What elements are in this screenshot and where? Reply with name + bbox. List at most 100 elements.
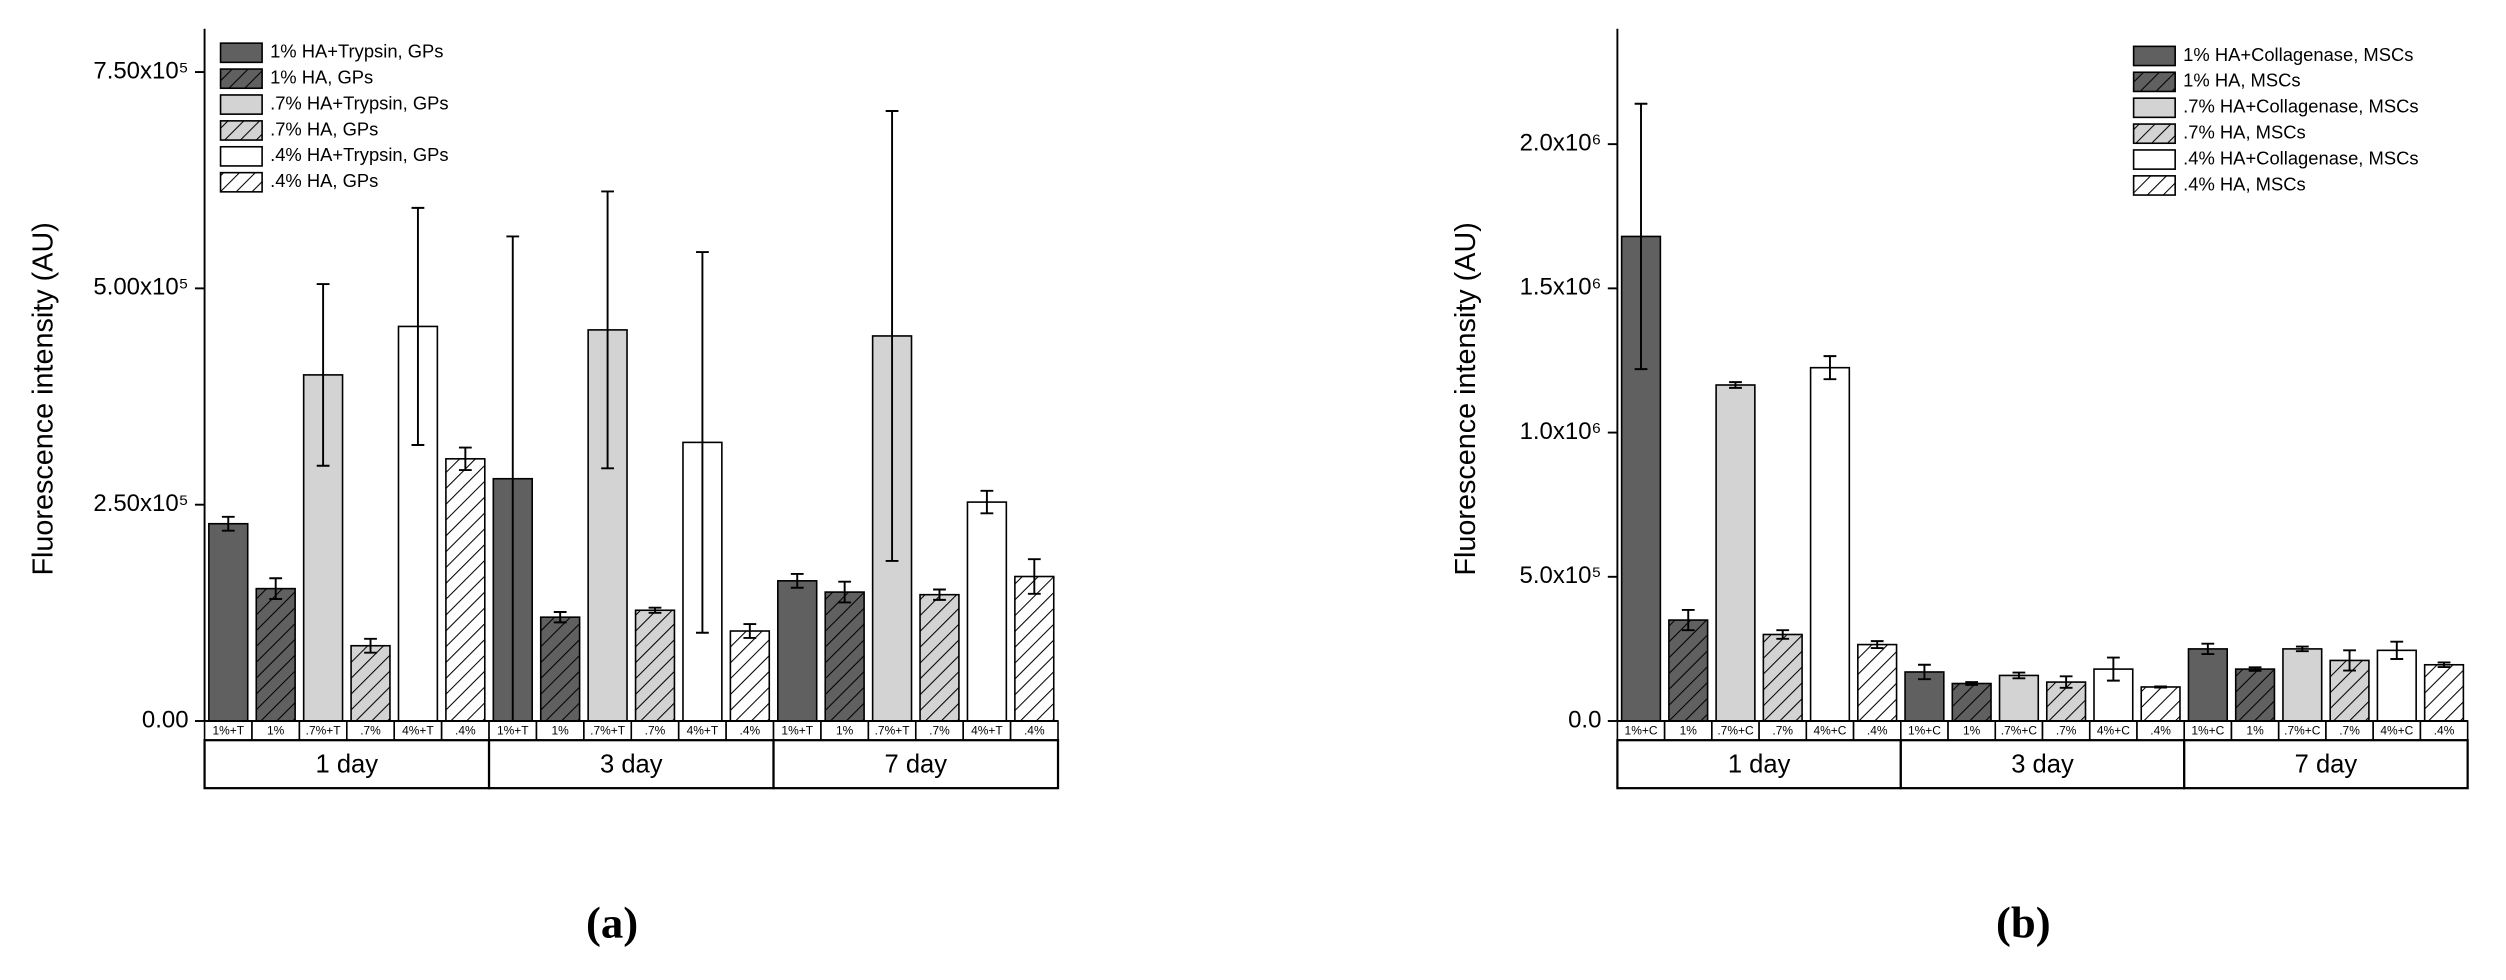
y-tick-label: 7.50x10⁵: [93, 57, 188, 84]
error-bar: [2201, 642, 2215, 656]
error-bar: [2437, 661, 2451, 669]
error-bar: [648, 606, 662, 614]
error-bar: [838, 580, 852, 604]
category-label: 4%+T: [971, 724, 1003, 738]
error-bar: [743, 623, 757, 639]
legend-label: 1% HA, GPs: [270, 67, 373, 88]
category-label: 1%+C: [2191, 724, 2224, 738]
bar: [2423, 663, 2465, 722]
group-cell: [487, 739, 775, 790]
category-label: 1%+C: [1908, 724, 1941, 738]
error-bar: [1918, 663, 1931, 681]
group-cell: [772, 739, 1060, 790]
legend-swatch: [219, 94, 263, 115]
category-label: .7%+T: [306, 724, 342, 738]
bar: [208, 522, 249, 722]
legend-swatch: [2132, 97, 2176, 119]
y-tick-label: 2.0x10⁶: [1520, 129, 1602, 156]
y-tick-label: 5.0x10⁵: [1520, 562, 1602, 589]
category-label: 4%+C: [1813, 724, 1846, 738]
bar: [445, 458, 486, 722]
legend-label: 1% HA+Collagenase, MSCs: [2183, 44, 2413, 65]
category-label: 4%+C: [2097, 724, 2130, 738]
group-label: 1 day: [1728, 751, 1791, 779]
bar: [2140, 686, 2181, 722]
error-bar: [316, 283, 330, 467]
y-axis-label: Fluorescence intensity (AU): [1450, 222, 1482, 575]
category-label: .4%: [455, 724, 476, 738]
legend-swatch: [219, 145, 263, 167]
legend-swatch: [2132, 149, 2176, 170]
category-label: .7%: [2339, 724, 2360, 738]
category-label: 1%: [836, 724, 854, 738]
legend-swatch: [2132, 123, 2176, 145]
y-tick-label: 0.00: [142, 706, 189, 733]
bar: [1951, 682, 1992, 722]
error-bar: [980, 489, 994, 515]
error-bar: [601, 190, 614, 470]
error-bar: [1776, 629, 1790, 640]
legend-swatch: [2132, 175, 2176, 196]
bar: [1857, 643, 1898, 722]
bar: [350, 644, 391, 722]
error-bar: [364, 637, 377, 654]
error-bar: [2248, 666, 2262, 672]
error-bar: [2154, 685, 2168, 689]
group-cell: [2183, 739, 2469, 790]
bar: [777, 580, 818, 722]
category-label: 1%: [1963, 724, 1981, 738]
error-bar: [2012, 671, 2026, 680]
category-label: 1%+T: [781, 724, 813, 738]
error-bar: [696, 251, 709, 634]
bar: [1904, 671, 1945, 722]
category-label: .7%: [2056, 724, 2077, 738]
y-tick-label: 0.0: [1568, 706, 1601, 733]
bar: [1809, 366, 1851, 722]
group-label: 3 day: [2011, 751, 2074, 779]
category-label: .4%: [2434, 724, 2455, 738]
bar: [2234, 668, 2276, 722]
category-label: .7%+C: [1717, 724, 1754, 738]
category-label: 4%+C: [2380, 724, 2413, 738]
bar: [539, 616, 581, 722]
bar: [1998, 674, 2040, 722]
category-label: 4%+T: [687, 724, 719, 738]
category-label: .4%: [2150, 724, 2171, 738]
bar: [634, 609, 676, 722]
category-label: 4%+T: [402, 724, 434, 738]
legend-label: 1% HA+Trypsin, GPs: [270, 41, 443, 62]
error-bar: [885, 110, 899, 562]
y-tick-label: 2.50x10⁵: [93, 490, 188, 517]
category-label: .7%: [1772, 724, 1793, 738]
legend-label: .4% HA, GPs: [270, 170, 378, 191]
error-bar: [553, 611, 567, 624]
legend-swatch: [2132, 45, 2176, 67]
category-label: 1%+T: [497, 724, 529, 738]
bar: [1014, 575, 1055, 722]
error-bar: [411, 206, 425, 446]
category-label: .7%: [929, 724, 950, 738]
group-label: 7 day: [2295, 751, 2358, 779]
category-label: .4%: [1867, 724, 1888, 738]
bar: [824, 591, 865, 722]
bar: [919, 593, 960, 722]
y-tick-label: 1.5x10⁶: [1520, 274, 1602, 301]
legend-label: 1% HA, MSCs: [2183, 70, 2300, 91]
legend-label: .4% HA, MSCs: [2183, 173, 2306, 194]
group-cell: [1616, 739, 1902, 790]
bar: [729, 630, 771, 722]
legend-swatch: [219, 68, 263, 90]
legend-swatch: [219, 42, 263, 64]
bar: [2187, 648, 2229, 722]
bar: [966, 501, 1008, 722]
error-bar: [1681, 609, 1695, 632]
bar: [2282, 648, 2323, 722]
error-bar: [1870, 640, 1884, 649]
legend-label: .7% HA+Collagenase, MSCs: [2183, 96, 2418, 117]
error-bar: [2390, 640, 2404, 660]
error-bar: [269, 577, 283, 600]
error-bar: [221, 515, 235, 532]
error-bar: [1729, 381, 1742, 389]
panel-label: (a): [586, 898, 638, 948]
